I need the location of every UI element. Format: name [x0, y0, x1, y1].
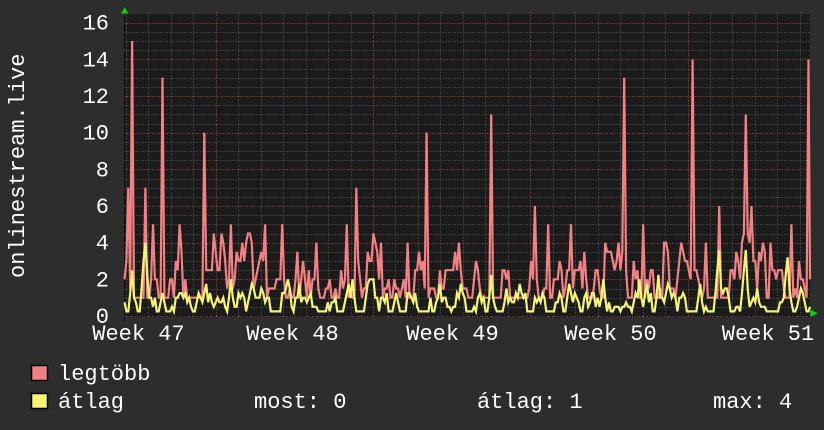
svg-text:6: 6 [96, 195, 109, 220]
svg-text:Week 50: Week 50 [564, 322, 656, 347]
svg-text:2: 2 [96, 268, 109, 293]
svg-text:Week 51: Week 51 [722, 322, 814, 347]
svg-text:12: 12 [83, 85, 109, 110]
svg-text:0: 0 [96, 305, 109, 330]
svg-text:14: 14 [83, 48, 109, 73]
svg-text:onlinestream.live: onlinestream.live [6, 54, 31, 278]
svg-text:16: 16 [83, 12, 109, 37]
svg-text:4: 4 [96, 232, 109, 257]
svg-text:max: 4: max: 4 [713, 390, 792, 415]
svg-text:8: 8 [96, 158, 109, 183]
svg-text:10: 10 [83, 122, 109, 147]
svg-text:Week 49: Week 49 [406, 322, 498, 347]
svg-text:átlag: 1: átlag: 1 [477, 390, 583, 415]
svg-text:Week 47: Week 47 [92, 322, 184, 347]
svg-text:Week 48: Week 48 [246, 322, 338, 347]
svg-text:átlag: átlag [58, 390, 124, 415]
svg-text:most: 0: most: 0 [254, 390, 346, 415]
svg-text:legtöbb: legtöbb [58, 362, 150, 387]
